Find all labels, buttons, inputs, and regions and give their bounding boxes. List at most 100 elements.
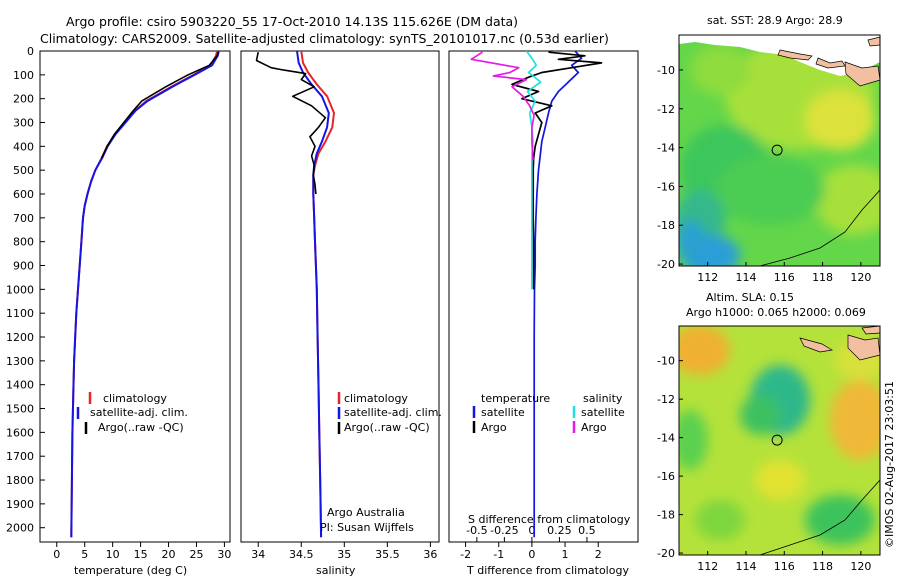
x-tick-label: 35.5 bbox=[375, 548, 400, 561]
y-tick-label: 500 bbox=[13, 164, 34, 177]
legend-s-satellite-label: satellite bbox=[581, 406, 625, 419]
series-salinity-argo bbox=[470, 51, 535, 161]
t-difference-xlabel: T difference from climatology bbox=[466, 564, 629, 577]
y-tick-label: 900 bbox=[13, 260, 34, 273]
legend-climatology-label: climatology bbox=[344, 392, 408, 405]
salinity-xlabel: salinity bbox=[316, 564, 356, 577]
sst-map-field bbox=[679, 35, 880, 266]
y-tick-label: 100 bbox=[13, 69, 34, 82]
sla-map-ticks: 112 114 116 118 120 -10 -12 -14 -16 -18 -20 bbox=[657, 355, 871, 573]
sla-map-title: Altim. SLA: 0.15 bbox=[706, 291, 794, 304]
map-x-tick-label: 116 bbox=[774, 271, 795, 284]
map-x-tick-label: 118 bbox=[812, 560, 833, 573]
map-y-tick-label: -20 bbox=[657, 547, 675, 560]
y-tick-label: 600 bbox=[13, 188, 34, 201]
map-y-tick-label: -10 bbox=[657, 64, 675, 77]
x-tick-label: -2 bbox=[460, 548, 471, 561]
y-tick-label: 300 bbox=[13, 117, 34, 130]
sst-map-ticks: 112 114 116 118 120 -10 -12 -14 -16 -18 -20 bbox=[657, 64, 871, 284]
series-satellite-adj-clim- bbox=[70, 51, 220, 538]
y-tick-label: 400 bbox=[13, 140, 34, 153]
x-tick-label: 15 bbox=[134, 548, 148, 561]
x-tick-label: 10 bbox=[106, 548, 120, 561]
y-tick-label: 0 bbox=[27, 45, 34, 58]
x-tick-label: 36 bbox=[423, 548, 437, 561]
x-tick-label: 25 bbox=[189, 548, 203, 561]
map-y-tick-label: -16 bbox=[657, 470, 675, 483]
y-tick-label: 1500 bbox=[6, 403, 34, 416]
series-argo-raw-qc- bbox=[100, 51, 220, 159]
temperature-legend: climatology satellite-adj. clim. Argo(..… bbox=[76, 392, 188, 434]
map-x-tick-label: 114 bbox=[736, 560, 757, 573]
map-x-tick-label: 120 bbox=[850, 271, 871, 284]
map-y-tick-label: -14 bbox=[657, 432, 675, 445]
y-tick-label: 800 bbox=[13, 236, 34, 249]
sla-map-panel: Altim. SLA: 0.15 Argo h1000: 0.065 h2000… bbox=[657, 291, 881, 573]
x-tick-label: 0 bbox=[53, 548, 60, 561]
map-x-tick-label: 116 bbox=[774, 560, 795, 573]
y-tick-label: 2000 bbox=[6, 522, 34, 535]
map-y-tick-label: -14 bbox=[657, 142, 675, 155]
temperature-series bbox=[70, 51, 220, 538]
x-tick-label: 34 bbox=[251, 548, 265, 561]
s-difference-axis-ticks: -0.5 -0.25 0 0.25 0.5 bbox=[466, 524, 596, 542]
difference-panel: -2 -1 0 1 2 -0.5 -0.25 0 0.25 0.5 S difference f… bbox=[448, 50, 639, 577]
legend-salinity-title: salinity bbox=[583, 392, 623, 405]
sst-map-panel: sat. SST: 28.9 Argo: 28.9 112 114 116 11 bbox=[657, 14, 881, 284]
x-tick-label: 0 bbox=[528, 524, 535, 537]
y-tick-label: 1100 bbox=[6, 307, 34, 320]
map-x-tick-label: 112 bbox=[697, 271, 718, 284]
series-temperature-argo bbox=[511, 51, 603, 290]
legend-climatology-label: climatology bbox=[103, 392, 167, 405]
x-tick-label: 35 bbox=[337, 548, 351, 561]
difference-plot-frame bbox=[448, 50, 639, 543]
x-tick-label: 0 bbox=[528, 548, 535, 561]
sla-map-field bbox=[679, 326, 880, 555]
salinity-axis-ticks: 34 34.5 35 35.5 36 bbox=[251, 542, 437, 561]
map-x-tick-label: 120 bbox=[850, 560, 871, 573]
map-y-tick-label: -12 bbox=[657, 103, 675, 116]
y-tick-label: 1300 bbox=[6, 355, 34, 368]
series-temperature-satellite bbox=[533, 51, 583, 538]
legend-argo-label: Argo(..raw -QC) bbox=[98, 421, 184, 434]
depth-axis-ticks: 0 100 200 300 400 500 600 700 800 900 1000 1100 1200… bbox=[6, 45, 45, 535]
sla-map-frame bbox=[678, 325, 881, 556]
salinity-series bbox=[255, 51, 335, 538]
argo-float-location-marker bbox=[771, 144, 783, 156]
sla-map-subtitle: Argo h1000: 0.065 h2000: 0.069 bbox=[686, 306, 866, 319]
x-tick-label: -1 bbox=[493, 548, 504, 561]
map-y-tick-label: -12 bbox=[657, 393, 675, 406]
y-tick-label: 1900 bbox=[6, 498, 34, 511]
map-y-tick-label: -16 bbox=[657, 180, 675, 193]
y-tick-label: 700 bbox=[13, 212, 34, 225]
salinity-legend: climatology satellite-adj. clim. Argo(..… bbox=[337, 392, 442, 434]
legend-satellite-label: satellite-adj. clim. bbox=[344, 406, 442, 419]
map-x-tick-label: 112 bbox=[697, 560, 718, 573]
s-difference-xlabel: S difference from climatology bbox=[468, 513, 631, 526]
x-tick-label: 34.5 bbox=[289, 548, 314, 561]
legend-t-argo-label: Argo bbox=[481, 421, 507, 434]
y-tick-label: 200 bbox=[13, 93, 34, 106]
series-argo-raw-qc- bbox=[255, 52, 327, 195]
attribution-line-1: Argo Australia bbox=[327, 506, 405, 519]
x-tick-label: 0.5 bbox=[578, 524, 596, 537]
map-x-tick-label: 118 bbox=[812, 271, 833, 284]
map-y-tick-label: -10 bbox=[657, 355, 675, 368]
difference-legend: temperature salinity satellite Argo sate… bbox=[472, 392, 625, 434]
figure-title-line-1: Argo profile: csiro 5903220_55 17-Oct-20… bbox=[66, 14, 518, 29]
y-tick-label: 1400 bbox=[6, 379, 34, 392]
x-tick-label: -0.25 bbox=[490, 524, 518, 537]
temperature-panel: 0100200300400500600700800900100011001200… bbox=[6, 45, 231, 577]
t-difference-axis-ticks: -2 -1 0 1 2 bbox=[460, 542, 602, 561]
legend-satellite-label: satellite-adj. clim. bbox=[90, 406, 188, 419]
y-tick-label: 1600 bbox=[6, 426, 34, 439]
argo-float-location-marker bbox=[771, 434, 783, 446]
y-tick-label: 1000 bbox=[6, 283, 34, 296]
x-tick-label: 30 bbox=[217, 548, 231, 561]
sst-map-title: sat. SST: 28.9 Argo: 28.9 bbox=[707, 14, 843, 27]
temperature-plot-frame bbox=[39, 50, 231, 543]
x-tick-label: 0.25 bbox=[547, 524, 572, 537]
sst-map-frame bbox=[678, 34, 881, 267]
salinity-plot-frame bbox=[240, 50, 440, 543]
